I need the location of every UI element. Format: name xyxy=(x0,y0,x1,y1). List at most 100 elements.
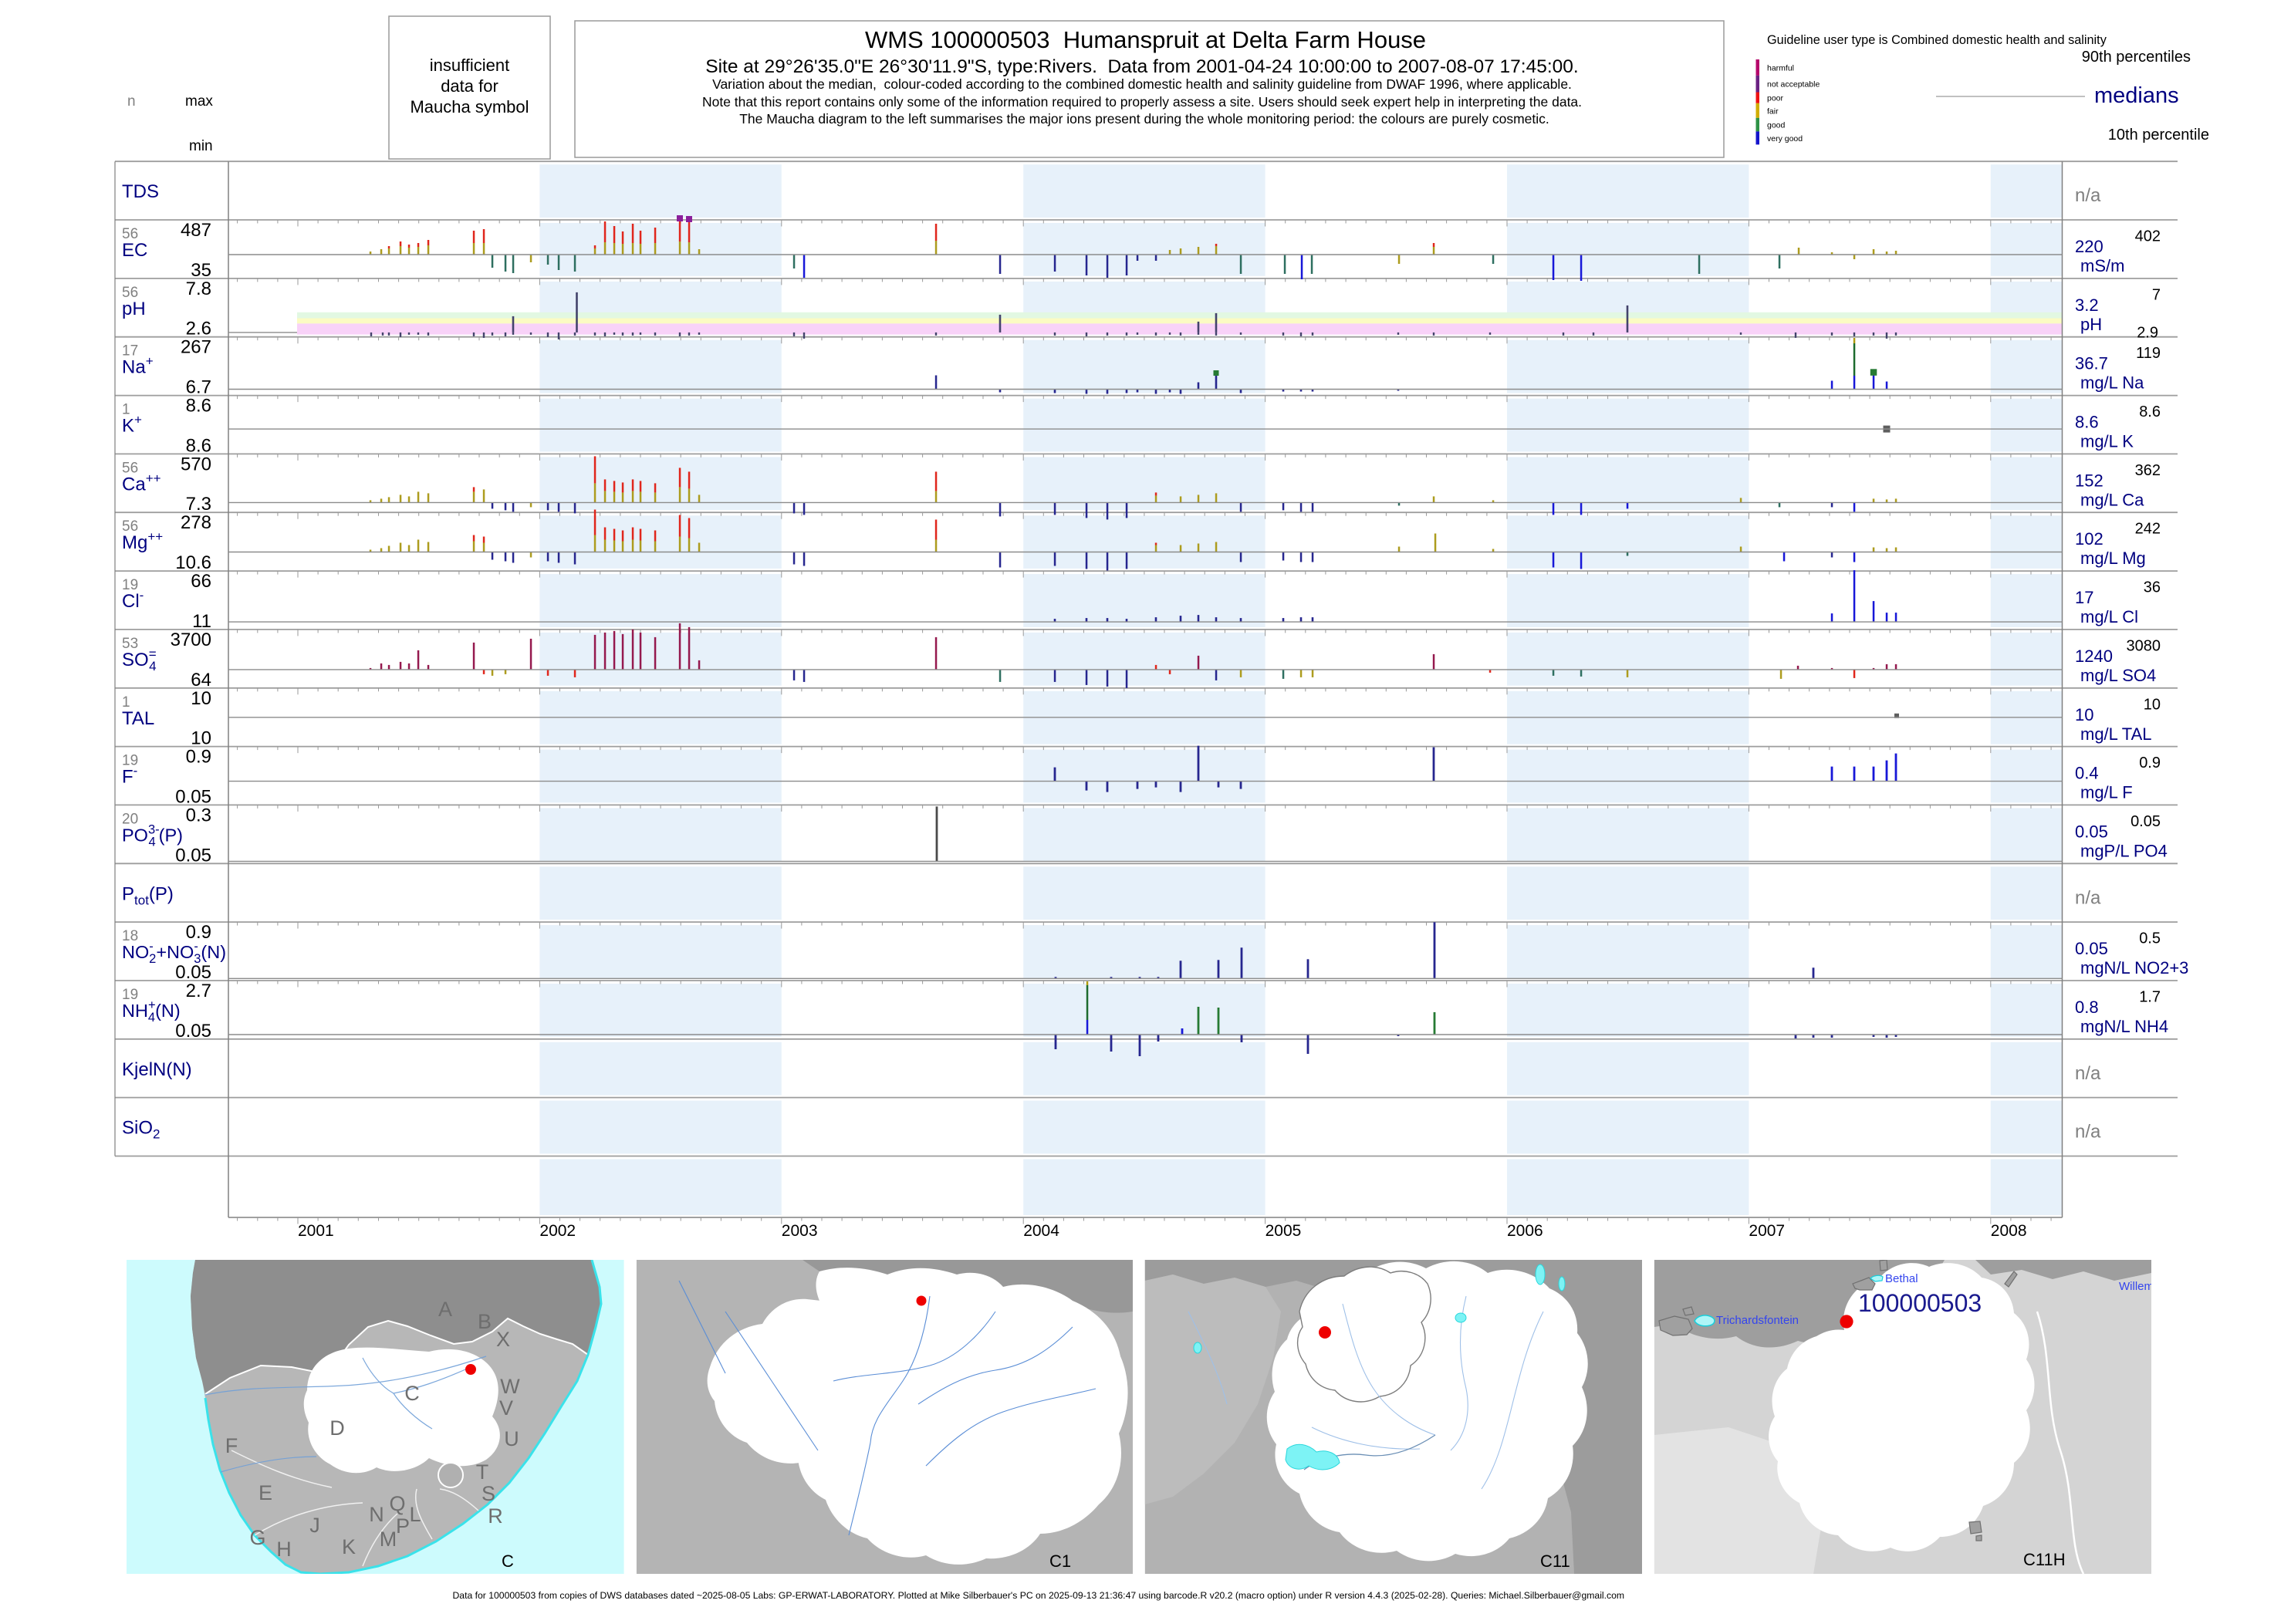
svg-text:2007: 2007 xyxy=(1749,1222,1785,1240)
svg-text:n/a: n/a xyxy=(2075,887,2101,908)
svg-text:harmful: harmful xyxy=(1767,64,1794,73)
svg-text:Site at 29°26'35.0"E 26°30'11.: Site at 29°26'35.0"E 26°30'11.9"S, type:… xyxy=(705,56,1578,77)
svg-text:mg/L Ca: mg/L Ca xyxy=(2080,490,2144,509)
svg-text:0.05: 0.05 xyxy=(2130,813,2161,830)
svg-text:0.4: 0.4 xyxy=(2075,764,2099,783)
svg-text:7.3: 7.3 xyxy=(186,494,211,515)
svg-text:8.6: 8.6 xyxy=(2139,403,2161,420)
svg-text:WMS 100000503 Humanspruit at: WMS 100000503 Humanspruit at Delta Farm … xyxy=(865,26,1426,53)
svg-text:362: 362 xyxy=(2135,462,2161,479)
svg-text:Trichardsfontein: Trichardsfontein xyxy=(1716,1314,1799,1327)
svg-text:402: 402 xyxy=(2135,228,2161,245)
svg-text:36: 36 xyxy=(2144,579,2161,596)
svg-text:mgN/L NH4: mgN/L NH4 xyxy=(2080,1017,2168,1036)
svg-text:D: D xyxy=(329,1416,345,1440)
svg-text:C: C xyxy=(404,1382,420,1405)
svg-text:487: 487 xyxy=(181,220,211,241)
svg-text:19: 19 xyxy=(122,753,138,769)
svg-text:10: 10 xyxy=(2144,696,2161,713)
svg-text:mg/L F: mg/L F xyxy=(2080,783,2133,802)
svg-text:90th percentiles: 90th percentiles xyxy=(2082,49,2191,66)
svg-text:L: L xyxy=(409,1503,421,1526)
svg-text:poor: poor xyxy=(1767,94,1784,103)
svg-text:F-: F- xyxy=(122,764,137,788)
svg-text:max: max xyxy=(185,93,213,110)
svg-text:66: 66 xyxy=(191,571,211,592)
svg-text:fair: fair xyxy=(1767,106,1779,116)
svg-text:J: J xyxy=(309,1514,320,1537)
svg-text:267: 267 xyxy=(181,337,211,358)
svg-text:8.6: 8.6 xyxy=(186,396,211,417)
svg-text:2003: 2003 xyxy=(782,1222,818,1240)
svg-text:2005: 2005 xyxy=(1265,1222,1302,1240)
svg-text:56: 56 xyxy=(122,460,138,476)
svg-text:N: N xyxy=(369,1503,384,1526)
svg-text:2006: 2006 xyxy=(1507,1222,1543,1240)
svg-text:SiO2: SiO2 xyxy=(122,1118,160,1142)
svg-text:U: U xyxy=(504,1427,519,1450)
svg-text:20: 20 xyxy=(122,811,138,827)
svg-text:6.7: 6.7 xyxy=(186,377,211,398)
svg-text:NO-2+NO-3(N): NO-2+NO-3(N) xyxy=(122,940,226,966)
svg-text:B: B xyxy=(478,1310,492,1333)
svg-text:2.9: 2.9 xyxy=(2137,325,2158,342)
svg-text:100000503: 100000503 xyxy=(1858,1289,1982,1317)
svg-text:19: 19 xyxy=(122,987,138,1003)
svg-text:C: C xyxy=(502,1551,514,1571)
svg-text:SO=4: SO= 4 xyxy=(122,647,157,674)
svg-text:1240: 1240 xyxy=(2075,647,2113,666)
svg-text:K+: K+ xyxy=(122,413,142,437)
svg-text:7.8: 7.8 xyxy=(186,279,211,299)
svg-text:n: n xyxy=(127,93,136,110)
svg-text:mg/L TAL: mg/L TAL xyxy=(2080,724,2152,744)
svg-text:10.6: 10.6 xyxy=(175,552,211,573)
svg-text:W: W xyxy=(500,1375,520,1398)
svg-text:242: 242 xyxy=(2135,521,2161,538)
svg-text:2.7: 2.7 xyxy=(186,981,211,1001)
svg-text:Willem B: Willem B xyxy=(2119,1280,2164,1293)
svg-text:18: 18 xyxy=(122,928,138,944)
svg-text:Ca++: Ca++ xyxy=(122,471,161,495)
svg-text:0.9: 0.9 xyxy=(186,922,211,943)
svg-text:35: 35 xyxy=(191,260,211,281)
svg-text:mgP/L PO4: mgP/L PO4 xyxy=(2080,841,2168,860)
svg-text:36.7: 36.7 xyxy=(2075,354,2108,373)
svg-text:10: 10 xyxy=(191,728,211,749)
svg-text:0.05: 0.05 xyxy=(175,786,211,807)
svg-text:Maucha symbol: Maucha symbol xyxy=(410,97,529,116)
svg-text:8.6: 8.6 xyxy=(186,435,211,456)
svg-text:0.05: 0.05 xyxy=(175,962,211,983)
svg-text:56: 56 xyxy=(122,518,138,535)
svg-text:2004: 2004 xyxy=(1023,1222,1059,1240)
svg-text:very good: very good xyxy=(1767,134,1803,143)
svg-text:0.05: 0.05 xyxy=(2075,822,2108,841)
svg-text:2002: 2002 xyxy=(539,1222,576,1240)
svg-text:10: 10 xyxy=(191,688,211,709)
svg-text:C1: C1 xyxy=(1049,1551,1071,1571)
svg-text:10: 10 xyxy=(2075,705,2093,724)
svg-text:V: V xyxy=(499,1396,513,1420)
svg-text:P: P xyxy=(396,1514,410,1538)
svg-text:T: T xyxy=(476,1460,489,1484)
svg-text:56: 56 xyxy=(122,285,138,301)
svg-text:2008: 2008 xyxy=(1991,1222,2027,1240)
svg-text:570: 570 xyxy=(181,454,211,474)
svg-text:1.7: 1.7 xyxy=(2139,989,2161,1006)
svg-text:EC: EC xyxy=(122,240,147,261)
svg-text:0.05: 0.05 xyxy=(2075,939,2108,958)
svg-text:X: X xyxy=(496,1328,510,1351)
svg-text:7: 7 xyxy=(2152,286,2161,303)
svg-text:Ptot(P): Ptot(P) xyxy=(122,883,174,907)
svg-text:pH: pH xyxy=(2080,315,2102,334)
svg-text:mS/m: mS/m xyxy=(2080,256,2124,275)
svg-text:0.05: 0.05 xyxy=(175,1021,211,1042)
svg-text:53: 53 xyxy=(122,636,138,652)
svg-text:C11H: C11H xyxy=(2023,1550,2066,1569)
svg-text:mg/L SO4: mg/L SO4 xyxy=(2080,666,2156,685)
svg-text:not acceptable: not acceptable xyxy=(1767,80,1820,89)
svg-text:NH+4(N): NH+ 4(N) xyxy=(122,998,181,1025)
svg-text:11: 11 xyxy=(192,611,211,632)
svg-text:R: R xyxy=(488,1504,503,1528)
svg-text:Q: Q xyxy=(389,1492,405,1515)
svg-text:KjelN(N): KjelN(N) xyxy=(122,1059,192,1080)
